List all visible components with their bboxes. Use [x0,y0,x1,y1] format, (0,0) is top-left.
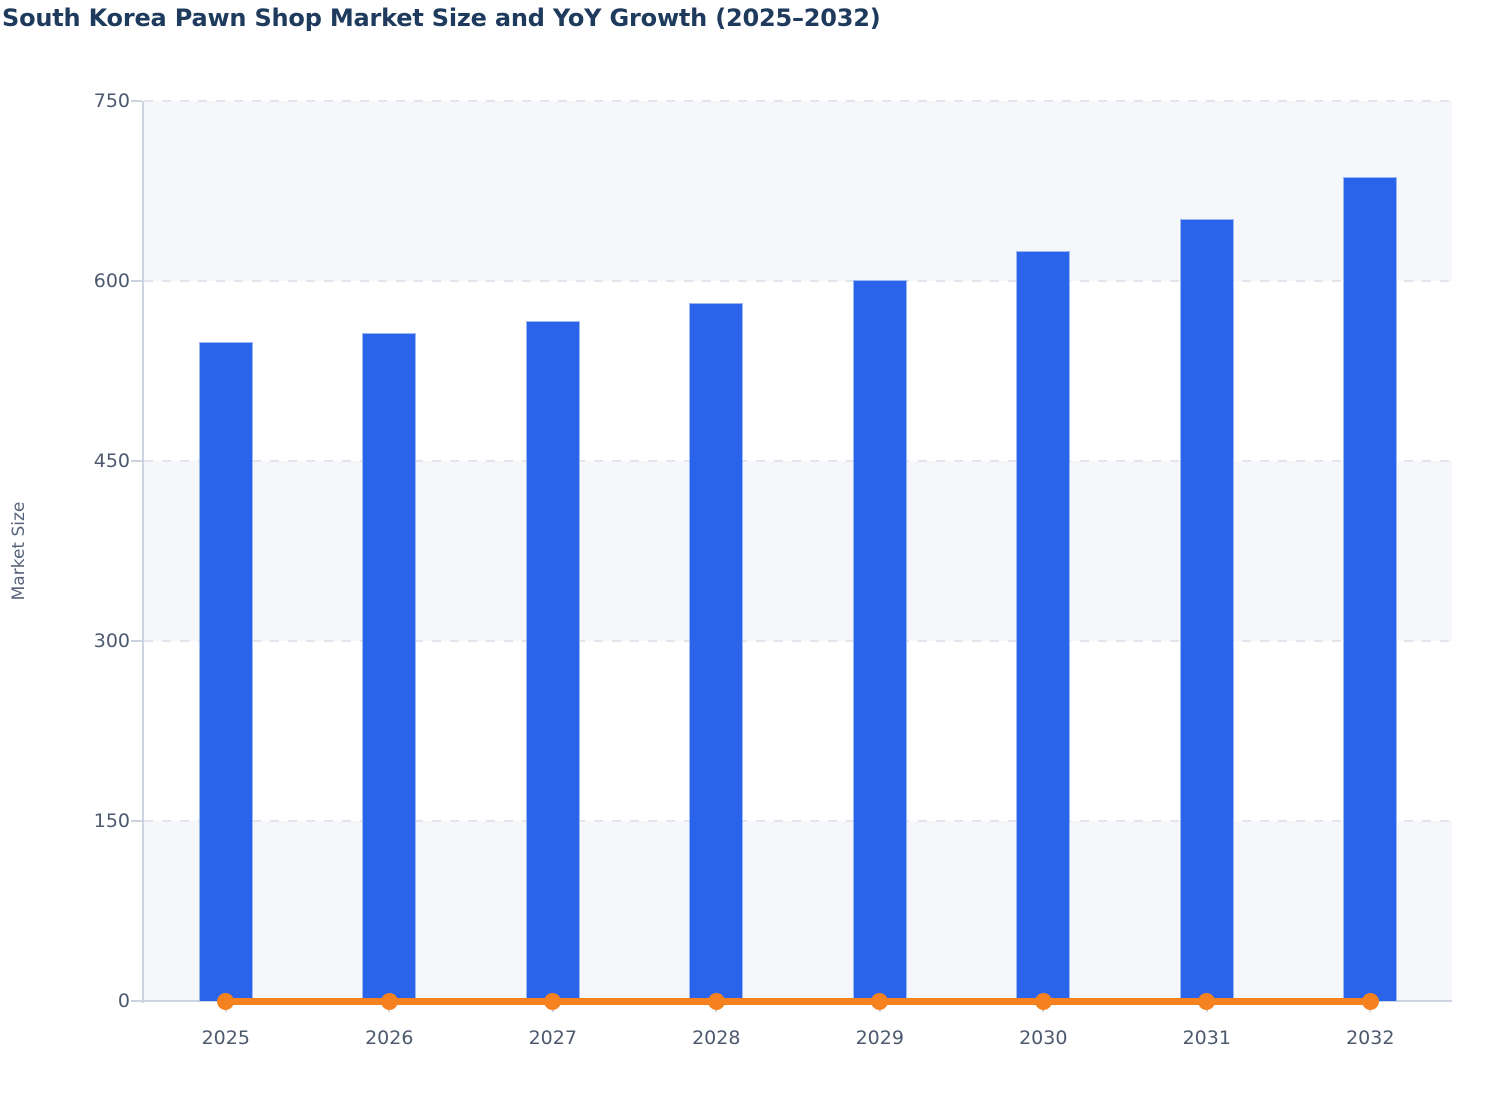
y-tick-label: 450 [93,450,130,472]
x-tick-label: 2032 [1346,1027,1395,1049]
plot-band [144,821,1452,1001]
yoy-marker-2030[interactable] [1034,992,1052,1010]
y-axis-title: Market Size [9,501,29,601]
chart-title: South Korea Pawn Shop Market Size and Yo… [2,4,881,32]
y-tick-mark [131,820,142,822]
x-tick-label: 2030 [1019,1027,1068,1049]
plot-band [144,101,1452,281]
yoy-marker-2027[interactable] [544,992,562,1010]
x-tick-label: 2027 [528,1027,577,1049]
y-tick-label: 300 [93,630,130,652]
yoy-marker-2031[interactable] [1198,992,1216,1010]
bar-2029[interactable] [852,279,907,1001]
y-tick-label: 150 [93,810,130,832]
plot-band [144,461,1452,641]
plot-band [144,281,1452,461]
x-tick-label: 2031 [1182,1027,1231,1049]
plot-area [131,100,1452,1012]
bar-2026[interactable] [362,332,417,1001]
yoy-marker-2025[interactable] [217,992,235,1010]
x-tick-label: 2029 [855,1027,904,1049]
y-tick-label: 600 [93,270,130,292]
y-tick-mark [131,460,142,462]
y-tick-label: 0 [117,990,130,1012]
x-tick-label: 2028 [692,1027,741,1049]
y-tick-mark [131,640,142,642]
yoy-marker-2032[interactable] [1361,992,1379,1010]
bar-2031[interactable] [1179,218,1234,1001]
y-axis-line [142,101,144,1003]
yoy-marker-2029[interactable] [871,992,889,1010]
bar-2030[interactable] [1016,251,1071,1001]
yoy-growth-line [225,997,1371,1005]
yoy-marker-2028[interactable] [707,992,725,1010]
bar-2027[interactable] [525,320,580,1001]
y-tick-mark [131,280,142,282]
x-tick-label: 2026 [365,1027,414,1049]
x-tick-label: 2025 [201,1027,250,1049]
y-tick-label: 750 [93,90,130,112]
plot-band [144,641,1452,821]
yoy-marker-2026[interactable] [380,992,398,1010]
y-tick-mark [131,1000,142,1002]
bar-2028[interactable] [689,302,744,1001]
y-tick-mark [131,100,142,102]
bar-2032[interactable] [1343,176,1398,1001]
bar-2025[interactable] [198,342,253,1001]
